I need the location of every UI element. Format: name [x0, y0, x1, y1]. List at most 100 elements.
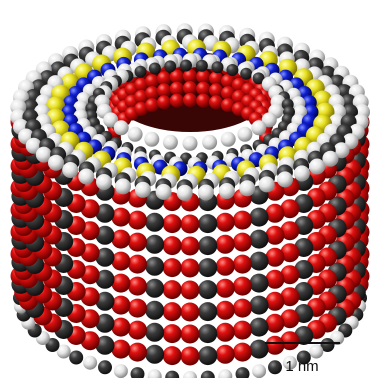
atom [145, 301, 164, 320]
atom [198, 302, 217, 321]
atom [163, 258, 182, 277]
atom [145, 235, 164, 254]
atom [216, 323, 235, 342]
atom [145, 345, 164, 364]
atom [163, 302, 182, 321]
page: 1 nm (() => { const data = JSON.parse(do… [0, 0, 383, 378]
atom [266, 204, 285, 223]
atom [128, 233, 147, 252]
atom [250, 252, 269, 271]
atom [216, 345, 235, 364]
atom [62, 162, 78, 178]
atom [183, 93, 197, 107]
atom [111, 208, 130, 227]
atom [209, 71, 223, 85]
atom [202, 135, 217, 150]
atom [157, 95, 171, 109]
atom [250, 274, 269, 293]
atom [128, 211, 147, 230]
atom [145, 98, 159, 112]
atom [233, 255, 252, 274]
atom [149, 63, 161, 75]
atom [198, 258, 217, 277]
atom [145, 323, 164, 342]
atom [209, 83, 223, 97]
atom [209, 95, 223, 109]
atom [128, 127, 143, 142]
atom [163, 135, 178, 150]
atom [128, 255, 147, 274]
atom [196, 70, 210, 84]
atom [114, 364, 128, 378]
atom [96, 174, 112, 190]
atom [196, 60, 208, 72]
atom [233, 233, 252, 252]
atom [251, 120, 266, 135]
atom [198, 280, 217, 299]
atom [233, 277, 252, 296]
atom [163, 236, 182, 255]
atom [170, 82, 184, 96]
atom [135, 66, 147, 78]
atom [183, 136, 198, 151]
atom [226, 64, 238, 76]
atom [181, 303, 200, 322]
atom [277, 171, 293, 187]
atom [177, 185, 193, 201]
atom [183, 81, 197, 95]
atom [266, 314, 285, 333]
atom [309, 345, 323, 359]
atom [131, 367, 145, 378]
atom [111, 296, 130, 315]
atom [156, 184, 172, 200]
atom [198, 185, 214, 201]
atom [144, 132, 159, 147]
atom [240, 68, 252, 80]
molecular-model-image: 1 nm [0, 0, 383, 378]
atom [111, 340, 130, 359]
atom [181, 347, 200, 366]
atom [233, 343, 252, 362]
atom [216, 235, 235, 254]
atom [216, 257, 235, 276]
atom [309, 159, 325, 175]
atom [115, 178, 131, 194]
atom [170, 94, 184, 108]
atom [250, 318, 269, 337]
atom [266, 248, 285, 267]
atom [145, 74, 159, 88]
atom [145, 257, 164, 276]
atom [111, 252, 130, 271]
atom [250, 230, 269, 249]
atom [219, 183, 235, 199]
atom [69, 351, 83, 365]
atom [201, 371, 215, 378]
atom [252, 364, 266, 378]
atom [163, 214, 182, 233]
atom [268, 360, 282, 374]
atom [198, 324, 217, 343]
atom [165, 371, 179, 378]
atom [181, 237, 200, 256]
atom [145, 213, 164, 232]
atom [98, 360, 112, 374]
scale-bar-label: 1 nm [285, 358, 318, 375]
atom [111, 318, 130, 337]
atom [148, 369, 162, 378]
atom [250, 208, 269, 227]
atom [236, 367, 250, 378]
atom [294, 165, 310, 181]
atom [157, 71, 171, 85]
atom [233, 299, 252, 318]
atom [114, 120, 129, 135]
atom [181, 215, 200, 234]
atom [48, 155, 64, 171]
atom [212, 61, 224, 73]
atom [216, 301, 235, 320]
atom [128, 299, 147, 318]
atom [216, 279, 235, 298]
atom [181, 281, 200, 300]
atom [128, 277, 147, 296]
atom [196, 94, 210, 108]
atom [145, 279, 164, 298]
